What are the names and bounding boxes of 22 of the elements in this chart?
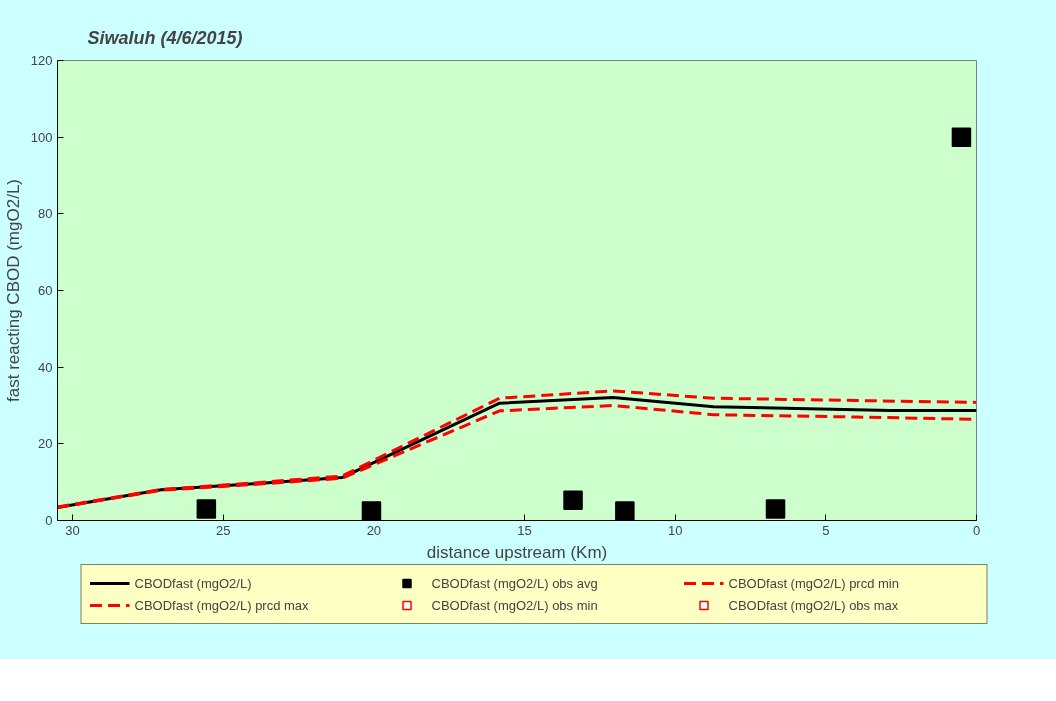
legend-label: CBODfast (mgO2/L) obs avg <box>431 575 599 591</box>
y-tick-label: 40 <box>38 359 53 375</box>
y-tick-label: 20 <box>38 436 53 452</box>
x-tick-label: 5 <box>822 522 830 538</box>
y-tick-label: 60 <box>38 283 53 298</box>
x-tick-label: 15 <box>517 522 532 538</box>
legend-label: CBODfast (mgO2/L) prcd max <box>134 597 310 613</box>
x-tick-label: 0 <box>972 522 981 538</box>
x-tick-label: 25 <box>215 522 231 538</box>
y-tick-label: 100 <box>30 129 53 145</box>
x-tick-label: 20 <box>366 522 382 538</box>
legend-label: CBODfast (mgO2/L) prcd min <box>728 575 900 591</box>
legend-label: CBODfast (mgO2/L) obs min <box>431 597 599 613</box>
y-tick-label: 80 <box>38 206 53 222</box>
x-tick-label: 10 <box>667 522 683 538</box>
x-axis-title: distance upstream (Km) <box>426 542 608 562</box>
legend-label: CBODfast (mgO2/L) <box>134 575 253 591</box>
x-tick-label: 30 <box>65 522 80 538</box>
chart-title: Siwaluh (4/6/2015) <box>87 28 243 48</box>
y-tick-label: 120 <box>30 53 53 68</box>
legend-label: CBODfast (mgO2/L) obs max <box>728 597 900 613</box>
y-axis-title: fast reacting CBOD (mgO2/L) <box>3 179 23 402</box>
